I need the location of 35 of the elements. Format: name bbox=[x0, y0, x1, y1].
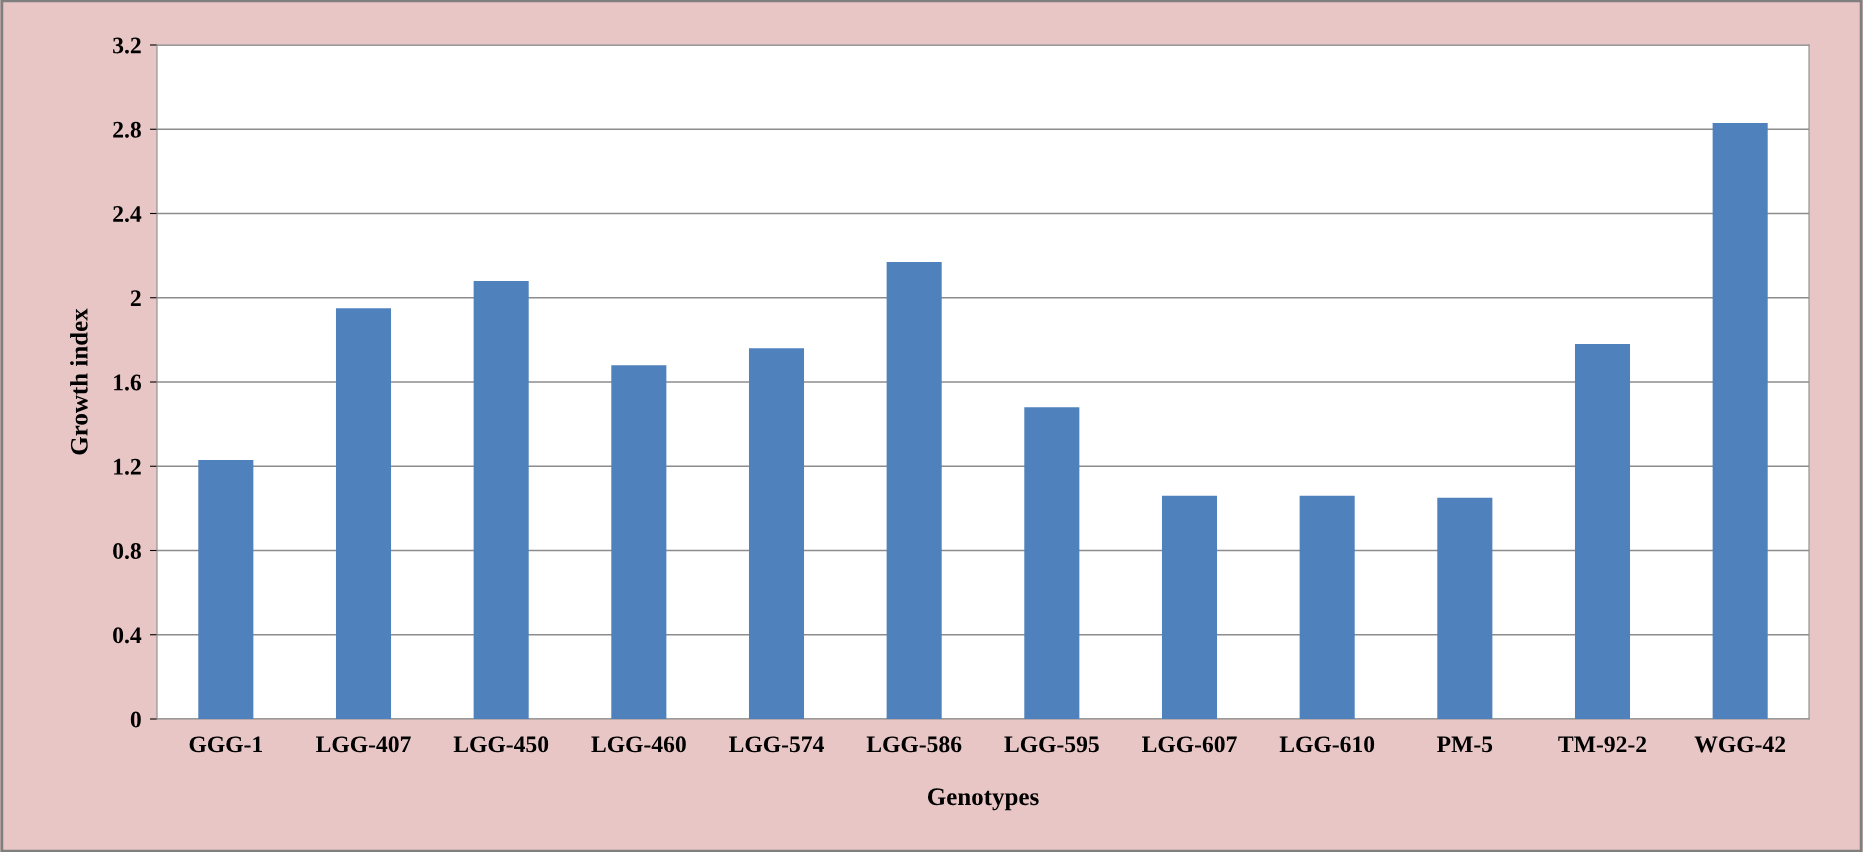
y-tick-label: 1.2 bbox=[114, 458, 141, 475]
x-tick-label: LGG-407 bbox=[316, 736, 411, 753]
y-tick-label: 0 bbox=[130, 711, 141, 728]
bar bbox=[1299, 495, 1355, 719]
bar bbox=[1024, 407, 1080, 719]
x-tick-label: LGG-586 bbox=[866, 736, 962, 753]
bar bbox=[198, 459, 254, 719]
y-tick-label: 2 bbox=[130, 290, 141, 306]
x-tick-label: LGG-607 bbox=[1142, 736, 1237, 753]
bar bbox=[473, 280, 529, 719]
bar bbox=[1161, 495, 1218, 719]
y-tick-label: 2.4 bbox=[113, 206, 142, 223]
y-tick-label: 1.6 bbox=[114, 374, 142, 391]
x-tick-label: LGG-574 bbox=[729, 736, 824, 753]
x-tick-label: GGG-1 bbox=[189, 736, 262, 753]
y-tick-label: 0.4 bbox=[113, 627, 142, 644]
x-tick-label: LGG-610 bbox=[1279, 736, 1375, 753]
y-tick-label: 0.8 bbox=[113, 542, 141, 560]
x-tick-label: LGG-460 bbox=[591, 736, 686, 753]
bar bbox=[611, 365, 667, 719]
y-axis-title: Growth index bbox=[70, 308, 88, 455]
x-axis-title: Genotypes bbox=[927, 788, 1039, 811]
y-tick-label: 2.8 bbox=[113, 121, 141, 138]
x-tick-label: WGG-42 bbox=[1694, 736, 1786, 753]
bar bbox=[1437, 497, 1493, 719]
x-tick-label: LGG-450 bbox=[453, 736, 549, 753]
bar bbox=[1712, 122, 1768, 719]
x-tick-label: TM-92-2 bbox=[1558, 736, 1647, 753]
bar bbox=[886, 261, 942, 719]
bar bbox=[748, 348, 805, 719]
bar bbox=[1574, 344, 1631, 719]
x-tick-label: PM-5 bbox=[1437, 736, 1493, 753]
bar bbox=[335, 308, 392, 719]
y-tick-label: 3.2 bbox=[113, 37, 141, 54]
x-tick-label: LGG-595 bbox=[1004, 736, 1099, 753]
